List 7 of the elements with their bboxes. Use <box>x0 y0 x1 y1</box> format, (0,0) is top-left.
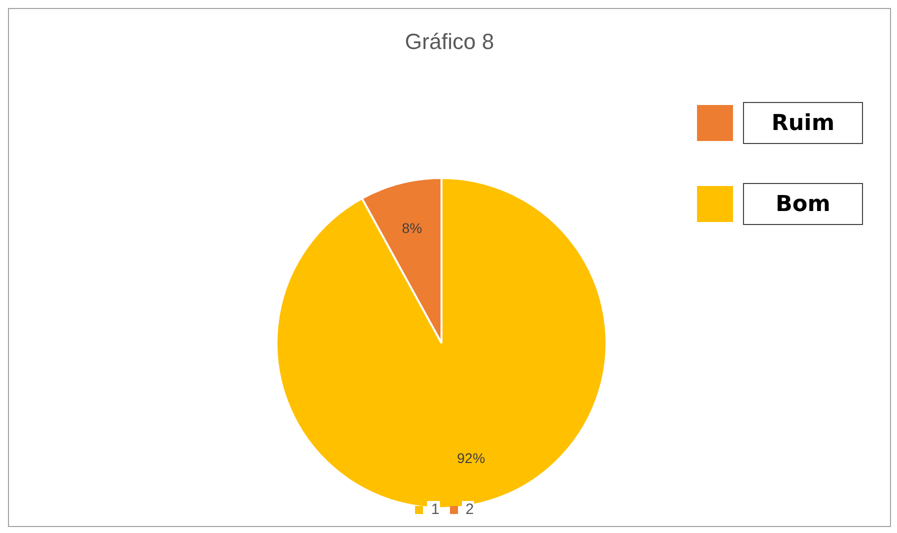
data-label: 92% <box>457 450 486 466</box>
legend-label: 2 <box>462 501 474 518</box>
text: Ruim <box>743 102 863 144</box>
data-label: 8% <box>402 220 422 236</box>
legend-label: 1 <box>427 501 440 518</box>
chart-title: Gráfico 8 <box>404 29 494 54</box>
text: Bom <box>743 183 863 225</box>
